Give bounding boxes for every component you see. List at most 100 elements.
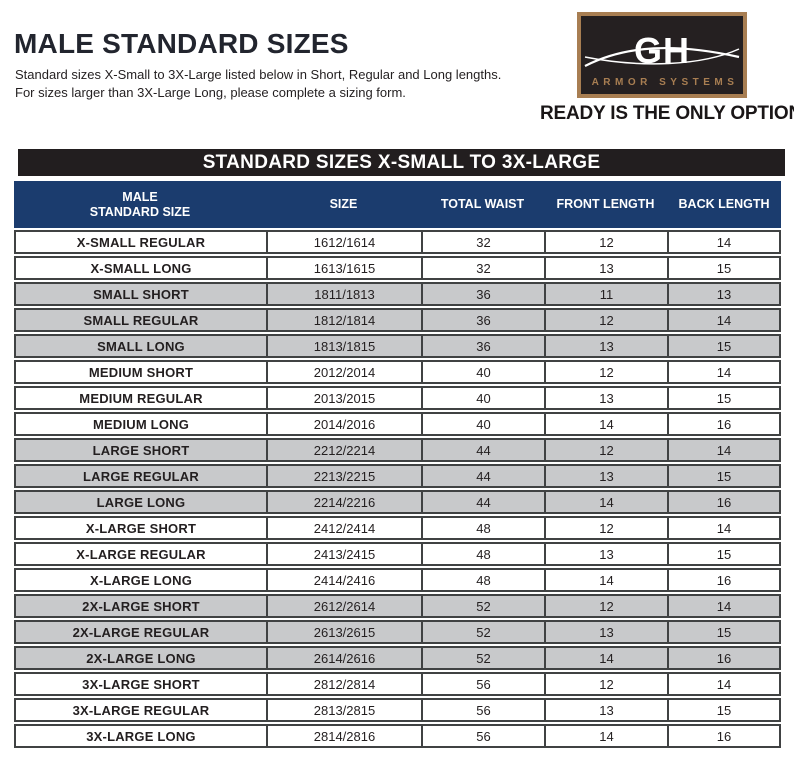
table-row: MEDIUM REGULAR 2013/2015 40 13 15 bbox=[14, 386, 781, 410]
cell-back-length: 15 bbox=[667, 336, 779, 356]
cell-front-length: 12 bbox=[544, 440, 667, 460]
section-banner: STANDARD SIZES X-SMALL TO 3X-LARGE bbox=[18, 149, 785, 176]
table-row: SMALL LONG 1813/1815 36 13 15 bbox=[14, 334, 781, 358]
cell-standard-size: X-LARGE REGULAR bbox=[76, 546, 206, 562]
table-row: SMALL REGULAR 1812/1814 36 12 14 bbox=[14, 308, 781, 332]
cell-standard-size: SMALL SHORT bbox=[93, 286, 189, 302]
cell-standard-size: SMALL REGULAR bbox=[83, 312, 199, 328]
cell-back-length: 16 bbox=[667, 414, 779, 434]
cell-standard-size: 2X-LARGE REGULAR bbox=[72, 624, 210, 640]
cell-standard-size: X-SMALL LONG bbox=[90, 260, 192, 276]
page-subtitle: Standard sizes X-Small to 3X-Large liste… bbox=[15, 66, 501, 102]
table-row: MEDIUM LONG 2014/2016 40 14 16 bbox=[14, 412, 781, 436]
cell-standard-size: 3X-LARGE REGULAR bbox=[72, 702, 210, 718]
cell-back-length: 15 bbox=[667, 700, 779, 720]
cell-standard-size: X-SMALL REGULAR bbox=[76, 234, 206, 250]
cell-front-length: 12 bbox=[544, 310, 667, 330]
cell-total-waist: 56 bbox=[421, 726, 544, 746]
cell-front-length: 13 bbox=[544, 336, 667, 356]
table-row: X-LARGE LONG 2414/2416 48 14 16 bbox=[14, 568, 781, 592]
cell-total-waist: 52 bbox=[421, 596, 544, 616]
size-table: MALE STANDARD SIZE SIZE TOTAL WAIST FRON… bbox=[14, 181, 781, 748]
cell-total-waist: 40 bbox=[421, 362, 544, 382]
cell-standard-size: LARGE LONG bbox=[96, 494, 186, 510]
cell-standard-size: SMALL LONG bbox=[97, 338, 185, 354]
cell-size-code: 2813/2815 bbox=[266, 700, 421, 720]
subtitle-line-1: Standard sizes X-Small to 3X-Large liste… bbox=[15, 67, 502, 82]
table-row: SMALL SHORT 1811/1813 36 11 13 bbox=[14, 282, 781, 306]
cell-back-length: 15 bbox=[667, 466, 779, 486]
cell-size-code: 2814/2816 bbox=[266, 726, 421, 746]
cell-back-length: 14 bbox=[667, 440, 779, 460]
cell-back-length: 14 bbox=[667, 674, 779, 694]
cell-size-code: 2413/2415 bbox=[266, 544, 421, 564]
cell-size-code: 2613/2615 bbox=[266, 622, 421, 642]
table-row: X-SMALL REGULAR 1612/1614 32 12 14 bbox=[14, 230, 781, 254]
header-cell-standard-size: MALE STANDARD SIZE bbox=[14, 181, 266, 228]
cell-size-code: 2812/2814 bbox=[266, 674, 421, 694]
cell-total-waist: 32 bbox=[421, 258, 544, 278]
table-row: X-LARGE REGULAR 2413/2415 48 13 15 bbox=[14, 542, 781, 566]
cell-standard-size: X-LARGE SHORT bbox=[85, 520, 197, 536]
table-header-row: MALE STANDARD SIZE SIZE TOTAL WAIST FRON… bbox=[14, 181, 781, 228]
cell-standard-size: LARGE SHORT bbox=[92, 442, 190, 458]
cell-size-code: 2414/2416 bbox=[266, 570, 421, 590]
header-cell-front-length: FRONT LENGTH bbox=[556, 197, 655, 211]
cell-front-length: 12 bbox=[544, 518, 667, 538]
gh-monogram-icon: GH ARMOR SYSTEMS bbox=[584, 30, 740, 88]
cell-size-code: 2612/2614 bbox=[266, 596, 421, 616]
cell-back-length: 14 bbox=[667, 596, 779, 616]
cell-back-length: 16 bbox=[667, 492, 779, 512]
cell-total-waist: 36 bbox=[421, 336, 544, 356]
table-row: LARGE REGULAR 2213/2215 44 13 15 bbox=[14, 464, 781, 488]
cell-front-length: 13 bbox=[544, 258, 667, 278]
cell-size-code: 1812/1814 bbox=[266, 310, 421, 330]
cell-front-length: 14 bbox=[544, 414, 667, 434]
cell-size-code: 2212/2214 bbox=[266, 440, 421, 460]
cell-front-length: 14 bbox=[544, 492, 667, 512]
cell-front-length: 12 bbox=[544, 596, 667, 616]
cell-size-code: 2614/2616 bbox=[266, 648, 421, 668]
cell-back-length: 15 bbox=[667, 622, 779, 642]
cell-size-code: 2412/2414 bbox=[266, 518, 421, 538]
table-row: 3X-LARGE SHORT 2812/2814 56 12 14 bbox=[14, 672, 781, 696]
cell-back-length: 13 bbox=[667, 284, 779, 304]
cell-size-code: 2214/2216 bbox=[266, 492, 421, 512]
cell-size-code: 2213/2215 bbox=[266, 466, 421, 486]
table-row: 3X-LARGE REGULAR 2813/2815 56 13 15 bbox=[14, 698, 781, 722]
cell-size-code: 2014/2016 bbox=[266, 414, 421, 434]
cell-total-waist: 44 bbox=[421, 440, 544, 460]
cell-total-waist: 32 bbox=[421, 232, 544, 252]
brand-name: ARMOR SYSTEMS bbox=[592, 77, 739, 88]
subtitle-line-2: For sizes larger than 3X-Large Long, ple… bbox=[15, 85, 406, 100]
table-row: X-SMALL LONG 1613/1615 32 13 15 bbox=[14, 256, 781, 280]
header-cell-line-2: STANDARD SIZE bbox=[89, 204, 191, 219]
cell-total-waist: 56 bbox=[421, 700, 544, 720]
cell-front-length: 13 bbox=[544, 544, 667, 564]
cell-front-length: 12 bbox=[544, 362, 667, 382]
cell-standard-size: 3X-LARGE SHORT bbox=[82, 676, 200, 692]
header-cell-back-length: BACK LENGTH bbox=[678, 197, 770, 211]
cell-back-length: 14 bbox=[667, 362, 779, 382]
cell-total-waist: 48 bbox=[421, 570, 544, 590]
cell-total-waist: 40 bbox=[421, 388, 544, 408]
cell-back-length: 14 bbox=[667, 232, 779, 252]
table-row: 2X-LARGE SHORT 2612/2614 52 12 14 bbox=[14, 594, 781, 618]
header-cell-total-waist: TOTAL WAIST bbox=[440, 197, 525, 211]
cell-total-waist: 52 bbox=[421, 622, 544, 642]
cell-back-length: 14 bbox=[667, 518, 779, 538]
brand-logo: GH ARMOR SYSTEMS bbox=[577, 12, 747, 98]
cell-total-waist: 56 bbox=[421, 674, 544, 694]
table-row: 2X-LARGE LONG 2614/2616 52 14 16 bbox=[14, 646, 781, 670]
table-row: MEDIUM SHORT 2012/2014 40 12 14 bbox=[14, 360, 781, 384]
cell-total-waist: 40 bbox=[421, 414, 544, 434]
cell-size-code: 2013/2015 bbox=[266, 388, 421, 408]
cell-total-waist: 44 bbox=[421, 492, 544, 512]
cell-total-waist: 44 bbox=[421, 466, 544, 486]
cell-front-length: 12 bbox=[544, 674, 667, 694]
cell-back-length: 16 bbox=[667, 648, 779, 668]
cell-back-length: 16 bbox=[667, 570, 779, 590]
cell-total-waist: 48 bbox=[421, 518, 544, 538]
cell-front-length: 12 bbox=[544, 232, 667, 252]
header-cell-line-1: MALE bbox=[122, 189, 158, 204]
